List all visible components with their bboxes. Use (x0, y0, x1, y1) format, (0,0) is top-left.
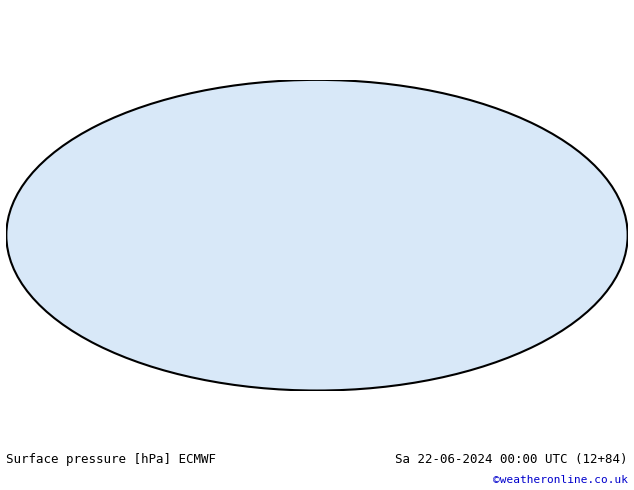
Ellipse shape (6, 80, 628, 391)
Text: Sa 22-06-2024 00:00 UTC (12+84): Sa 22-06-2024 00:00 UTC (12+84) (395, 452, 628, 466)
Text: ©weatheronline.co.uk: ©weatheronline.co.uk (493, 475, 628, 485)
Text: Surface pressure [hPa] ECMWF: Surface pressure [hPa] ECMWF (6, 452, 216, 466)
